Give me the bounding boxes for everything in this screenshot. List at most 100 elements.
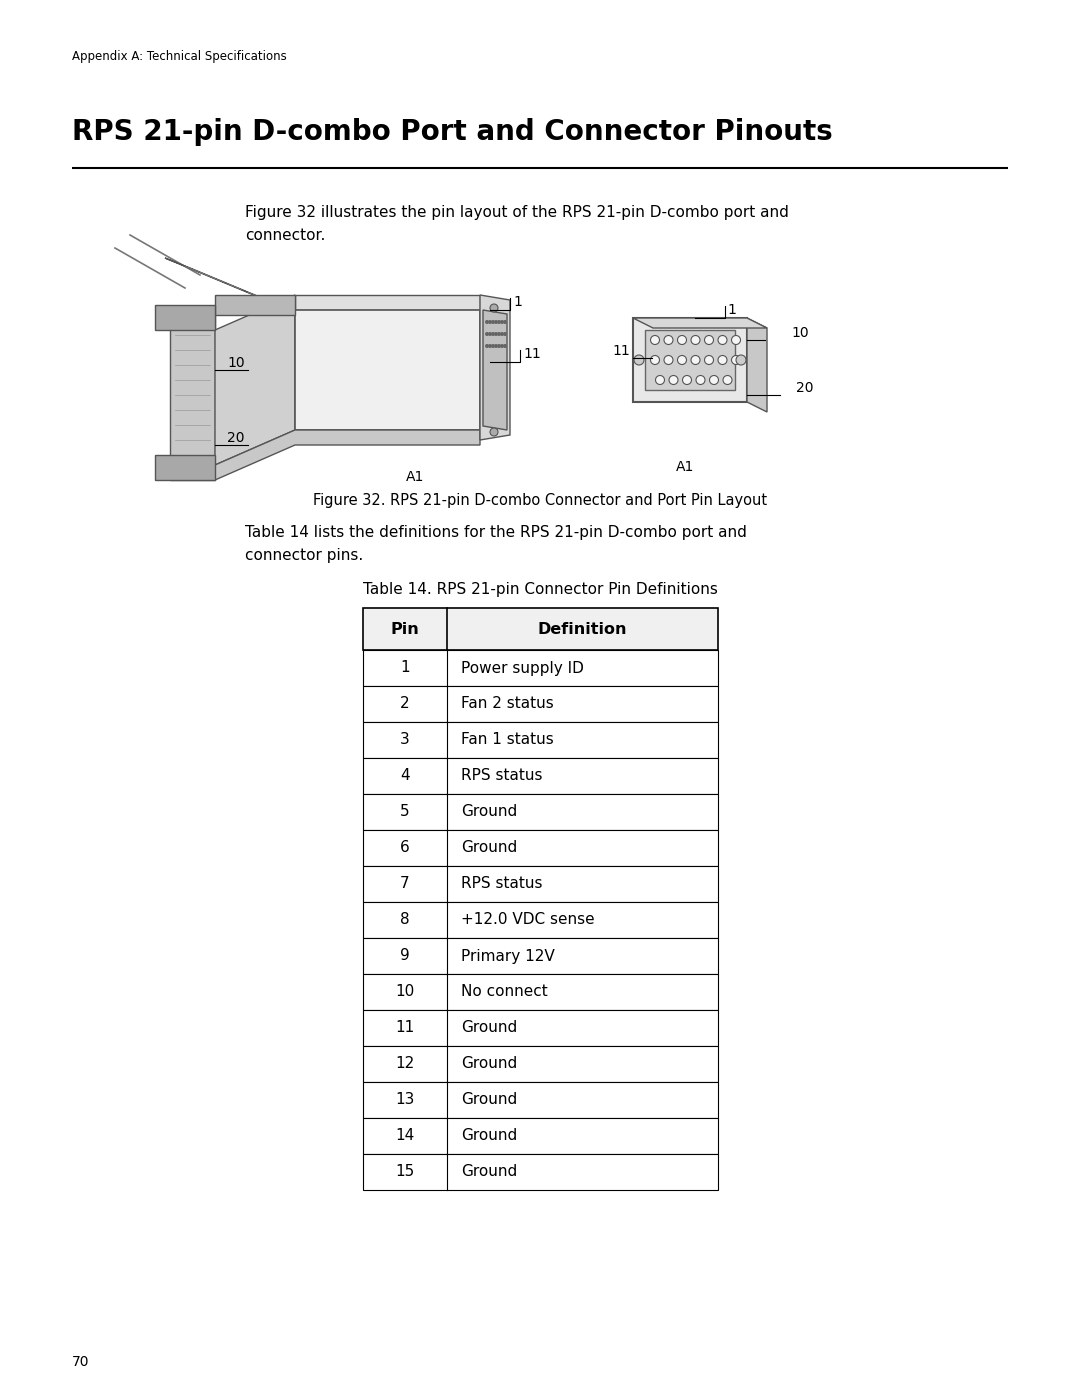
Polygon shape: [165, 258, 310, 319]
Polygon shape: [633, 319, 747, 402]
Circle shape: [498, 321, 500, 323]
Polygon shape: [295, 310, 480, 430]
Polygon shape: [215, 295, 295, 465]
Circle shape: [710, 376, 718, 384]
Circle shape: [498, 332, 500, 335]
Bar: [363, 974, 718, 1010]
Text: Appendix A: Technical Specifications: Appendix A: Technical Specifications: [72, 50, 287, 63]
Text: Figure 32 illustrates the pin layout of the RPS 21-pin D-combo port and: Figure 32 illustrates the pin layout of …: [245, 205, 788, 219]
Polygon shape: [633, 319, 767, 328]
Bar: [363, 759, 718, 793]
Polygon shape: [215, 295, 295, 314]
Text: connector pins.: connector pins.: [245, 548, 363, 563]
Text: connector.: connector.: [245, 228, 325, 243]
Text: 10: 10: [395, 985, 415, 999]
Text: Ground: Ground: [461, 805, 517, 820]
Text: 8: 8: [401, 912, 409, 928]
Text: 4: 4: [401, 768, 409, 784]
Text: RPS 21-pin D-combo Port and Connector Pinouts: RPS 21-pin D-combo Port and Connector Pi…: [72, 117, 833, 147]
Circle shape: [677, 335, 687, 345]
Text: 11: 11: [523, 346, 541, 360]
Text: 6: 6: [400, 841, 410, 855]
Circle shape: [490, 427, 498, 436]
Bar: [363, 866, 718, 902]
Text: Ground: Ground: [461, 841, 517, 855]
Circle shape: [498, 345, 500, 348]
Bar: [363, 722, 718, 759]
Circle shape: [669, 376, 678, 384]
Text: 20: 20: [796, 381, 813, 395]
Polygon shape: [295, 295, 480, 310]
Bar: [363, 650, 718, 686]
Circle shape: [664, 355, 673, 365]
Circle shape: [650, 335, 660, 345]
Text: 1: 1: [513, 295, 522, 309]
Text: 10: 10: [228, 356, 245, 370]
Bar: [363, 1046, 718, 1083]
Circle shape: [683, 376, 691, 384]
Text: 70: 70: [72, 1355, 90, 1369]
Text: Figure 32. RPS 21-pin D-combo Connector and Port Pin Layout: Figure 32. RPS 21-pin D-combo Connector …: [313, 493, 767, 509]
Text: Pin: Pin: [391, 622, 419, 637]
Circle shape: [486, 332, 488, 335]
Text: Table 14. RPS 21-pin Connector Pin Definitions: Table 14. RPS 21-pin Connector Pin Defin…: [363, 583, 717, 597]
Circle shape: [718, 355, 727, 365]
Text: 5: 5: [401, 805, 409, 820]
Polygon shape: [170, 314, 215, 481]
Bar: [363, 1010, 718, 1046]
Circle shape: [731, 355, 741, 365]
Text: Ground: Ground: [461, 1092, 517, 1108]
Circle shape: [634, 355, 644, 365]
Polygon shape: [156, 305, 215, 330]
Polygon shape: [156, 455, 215, 481]
Circle shape: [723, 376, 732, 384]
Text: 7: 7: [401, 876, 409, 891]
Polygon shape: [480, 295, 510, 440]
Text: A1: A1: [406, 469, 424, 483]
Text: A1: A1: [676, 460, 694, 474]
Circle shape: [491, 345, 495, 348]
Bar: [363, 1154, 718, 1190]
Bar: [363, 1083, 718, 1118]
Polygon shape: [747, 319, 767, 412]
Text: 11: 11: [395, 1020, 415, 1035]
Bar: [363, 793, 718, 830]
Text: Table 14 lists the definitions for the RPS 21-pin D-combo port and: Table 14 lists the definitions for the R…: [245, 525, 747, 541]
Circle shape: [503, 321, 507, 323]
Bar: [363, 830, 718, 866]
Text: 13: 13: [395, 1092, 415, 1108]
Circle shape: [501, 345, 503, 348]
Polygon shape: [645, 330, 735, 390]
Circle shape: [691, 335, 700, 345]
Circle shape: [491, 332, 495, 335]
Circle shape: [495, 332, 497, 335]
Bar: [363, 1118, 718, 1154]
Text: Ground: Ground: [461, 1129, 517, 1144]
Circle shape: [677, 355, 687, 365]
Text: 14: 14: [395, 1129, 415, 1144]
Text: Ground: Ground: [461, 1165, 517, 1179]
Text: RPS status: RPS status: [461, 768, 542, 784]
Circle shape: [495, 321, 497, 323]
Polygon shape: [483, 310, 507, 430]
Circle shape: [486, 321, 488, 323]
Circle shape: [488, 321, 491, 323]
Text: Definition: Definition: [538, 622, 627, 637]
Bar: [363, 686, 718, 722]
Circle shape: [656, 376, 664, 384]
Circle shape: [704, 335, 714, 345]
Circle shape: [691, 355, 700, 365]
Circle shape: [664, 335, 673, 345]
Circle shape: [495, 345, 497, 348]
Polygon shape: [215, 430, 480, 481]
Text: 1: 1: [401, 661, 409, 676]
Text: 9: 9: [400, 949, 410, 964]
Circle shape: [501, 332, 503, 335]
Text: 3: 3: [400, 732, 410, 747]
Bar: [363, 608, 718, 650]
Circle shape: [704, 355, 714, 365]
Circle shape: [488, 332, 491, 335]
Text: Ground: Ground: [461, 1056, 517, 1071]
Circle shape: [650, 355, 660, 365]
Circle shape: [490, 305, 498, 312]
